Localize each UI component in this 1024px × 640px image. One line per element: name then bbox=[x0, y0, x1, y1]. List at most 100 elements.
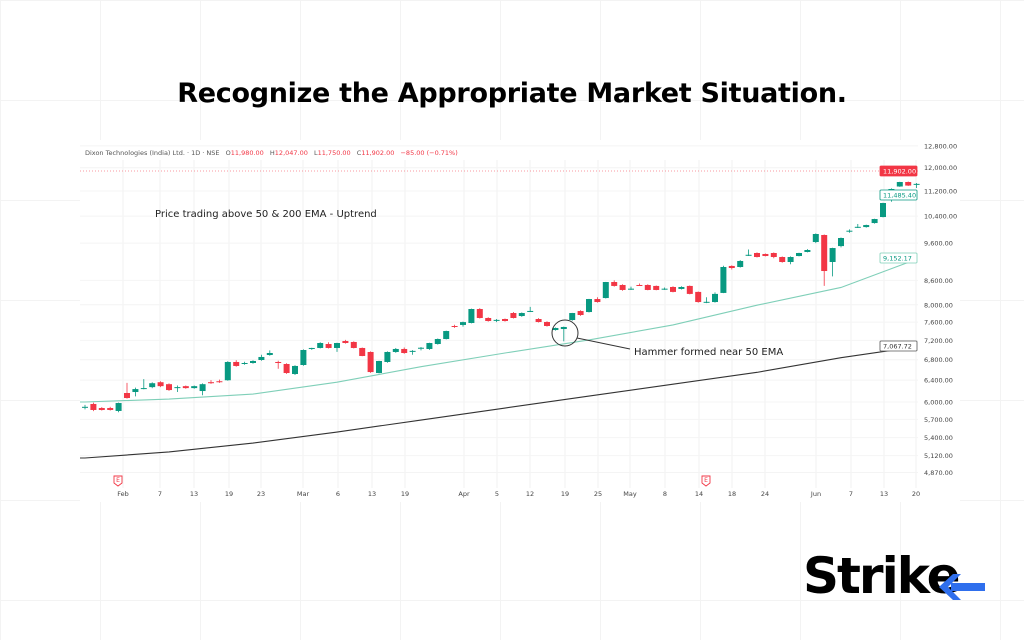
x-tick-label: 13 bbox=[190, 490, 198, 498]
candle-body bbox=[670, 286, 676, 292]
candle bbox=[703, 297, 710, 304]
candle-body bbox=[829, 248, 836, 262]
ema50-badge: 9,152.17 bbox=[883, 255, 912, 263]
x-tick-label: 6 bbox=[336, 490, 340, 498]
candle-body bbox=[695, 291, 702, 303]
candle-body bbox=[241, 362, 248, 364]
candle bbox=[812, 233, 819, 244]
x-tick-label: 25 bbox=[594, 490, 602, 498]
candle-body bbox=[628, 288, 634, 290]
candle bbox=[258, 354, 265, 361]
x-tick-label: 13 bbox=[368, 490, 376, 498]
x-tick-label: 8 bbox=[663, 490, 667, 498]
candle-body bbox=[846, 230, 853, 232]
x-tick-label: Jun bbox=[810, 490, 821, 498]
candle bbox=[325, 342, 332, 349]
candle bbox=[838, 237, 844, 248]
open-value: 11,980.00 bbox=[230, 149, 264, 157]
candle bbox=[191, 385, 198, 389]
candle-body bbox=[619, 284, 626, 290]
candle bbox=[384, 351, 391, 363]
y-tick-label: 11,200.00 bbox=[924, 188, 957, 196]
candle-body bbox=[308, 347, 315, 349]
candle-body bbox=[636, 284, 643, 286]
earnings-label: E bbox=[704, 477, 708, 484]
candle bbox=[376, 360, 382, 374]
candle-body bbox=[359, 347, 366, 356]
candle bbox=[434, 338, 441, 345]
y-tick-label: 8,600.00 bbox=[924, 277, 953, 285]
candle-body bbox=[460, 322, 466, 325]
x-tick-label: 19 bbox=[225, 490, 233, 498]
y-tick-label: 7,600.00 bbox=[924, 319, 953, 327]
candle bbox=[132, 387, 139, 397]
candle bbox=[359, 347, 366, 357]
candle-body bbox=[754, 252, 760, 258]
candle bbox=[913, 182, 920, 189]
candle-body bbox=[569, 313, 576, 321]
candle bbox=[686, 285, 693, 295]
candle bbox=[199, 383, 206, 396]
candle bbox=[628, 286, 634, 290]
candle-body bbox=[804, 250, 811, 252]
candle bbox=[140, 379, 147, 390]
y-tick-label: 10,400.00 bbox=[924, 213, 957, 221]
candle-body bbox=[644, 284, 651, 290]
candle bbox=[611, 280, 618, 287]
candle-body bbox=[871, 219, 878, 224]
candle-body bbox=[216, 381, 223, 383]
close-value: 11,902.00 bbox=[361, 149, 395, 157]
x-tick-label: May bbox=[623, 490, 637, 498]
candle bbox=[174, 385, 181, 393]
hammer-pointer-line bbox=[576, 337, 631, 350]
earnings-label: E bbox=[116, 477, 120, 484]
candle bbox=[300, 349, 307, 366]
chart-panel[interactable] bbox=[80, 140, 960, 502]
candle bbox=[796, 252, 802, 257]
candle bbox=[317, 342, 324, 349]
y-tick-label: 7,200.00 bbox=[924, 337, 953, 345]
candle bbox=[308, 347, 315, 350]
x-tick-label: Mar bbox=[297, 490, 310, 498]
candle-body bbox=[443, 331, 450, 340]
candle bbox=[552, 327, 559, 331]
candle-body bbox=[233, 361, 240, 366]
y-tick-label: 4,870.00 bbox=[924, 469, 953, 477]
candle bbox=[712, 292, 718, 303]
candle-body bbox=[367, 351, 374, 373]
candle bbox=[695, 291, 702, 303]
candle bbox=[535, 318, 542, 323]
candle-body bbox=[82, 406, 88, 408]
candle bbox=[905, 181, 912, 186]
ema200-badge-box bbox=[879, 340, 918, 352]
candle-body bbox=[510, 313, 517, 318]
candle bbox=[527, 306, 534, 313]
y-tick-label: 6,800.00 bbox=[924, 356, 953, 364]
candle bbox=[426, 342, 433, 350]
candle-body bbox=[292, 365, 298, 375]
x-tick-label: 5 bbox=[495, 490, 499, 498]
candle bbox=[602, 281, 609, 299]
candle-body bbox=[770, 252, 777, 258]
candle-body bbox=[485, 317, 492, 321]
candle bbox=[728, 265, 735, 270]
candle bbox=[544, 321, 550, 327]
candle-body bbox=[107, 408, 114, 410]
candle bbox=[653, 285, 660, 291]
candle-body bbox=[191, 386, 198, 389]
candle-body bbox=[737, 260, 744, 267]
candle-body bbox=[451, 325, 458, 327]
x-tick-label: 12 bbox=[526, 490, 534, 498]
candle bbox=[233, 360, 240, 367]
y-tick-label: 8,000.00 bbox=[924, 301, 953, 309]
candle bbox=[880, 202, 886, 218]
candle-body bbox=[418, 347, 424, 349]
high-value: 12,047.00 bbox=[274, 149, 308, 157]
candle-body bbox=[611, 282, 618, 286]
candle-body bbox=[594, 299, 601, 303]
candle bbox=[283, 363, 290, 374]
candle-body bbox=[821, 234, 828, 272]
candle bbox=[418, 347, 424, 351]
candle-body bbox=[98, 408, 105, 410]
